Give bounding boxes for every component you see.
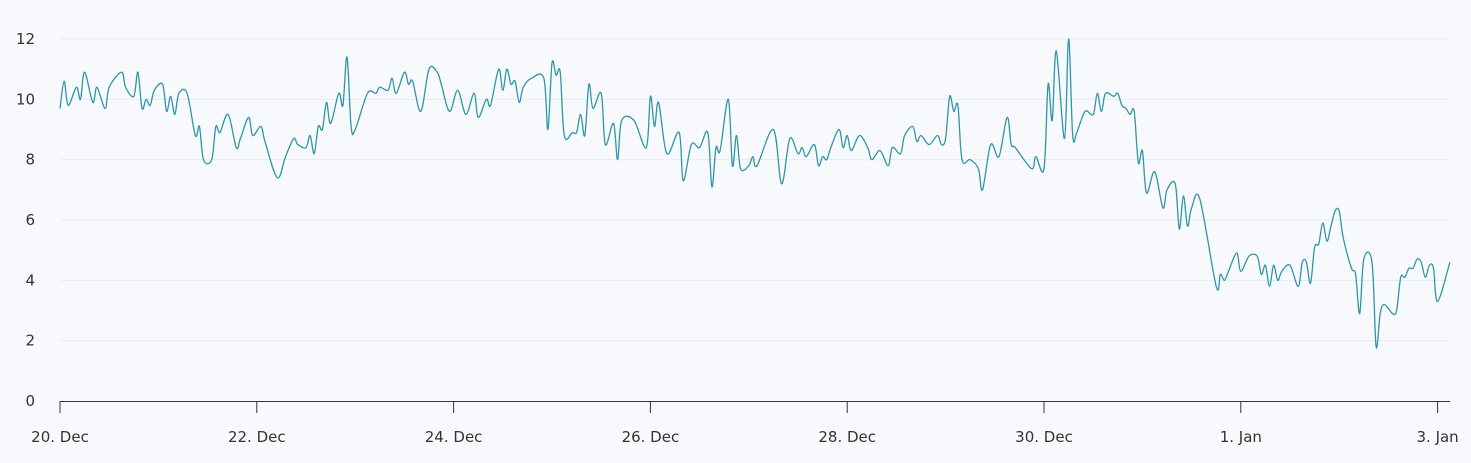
x-tick-label: 30. Dec <box>1015 428 1073 446</box>
x-tick-label: 24. Dec <box>425 428 483 446</box>
x-tick-label: 3. Jan <box>1416 428 1458 446</box>
x-tick-label: 28. Dec <box>818 428 876 446</box>
x-tick-label: 22. Dec <box>228 428 286 446</box>
series-line <box>59 38 1451 349</box>
y-tick-label: 0 <box>25 392 35 410</box>
y-tick-label: 6 <box>25 211 35 229</box>
y-tick-label: 10 <box>16 90 35 108</box>
x-tick-label: 20. Dec <box>31 428 89 446</box>
y-tick-label: 8 <box>25 151 35 169</box>
x-tick-label: 1. Jan <box>1220 428 1262 446</box>
x-axis: 20. Dec 22. Dec 24. Dec 26. Dec 28. Dec 30. D… <box>31 401 1459 446</box>
grid-lines <box>60 38 1450 342</box>
y-tick-label: 2 <box>25 332 35 350</box>
x-tick-label: 26. Dec <box>622 428 680 446</box>
y-tick-label: 12 <box>16 30 35 48</box>
y-tick-label: 4 <box>25 271 35 289</box>
y-axis: 0 2 4 6 8 10 12 <box>16 30 35 410</box>
